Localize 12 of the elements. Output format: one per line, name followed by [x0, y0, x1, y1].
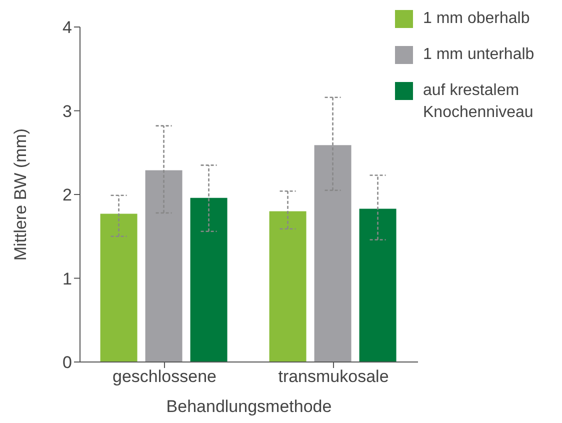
- legend-label: 1 mm oberhalb: [423, 9, 530, 29]
- y-tick-label: 1: [62, 269, 72, 288]
- x-axis-title: Behandlungsmethode: [166, 397, 332, 416]
- y-tick-label: 2: [62, 186, 72, 205]
- legend-label: auf krestalem Knochenniveau: [423, 81, 534, 123]
- x-tick-label: geschlossene: [112, 367, 216, 386]
- y-tick-label: 4: [62, 18, 72, 38]
- y-tick-label: 3: [62, 102, 72, 121]
- y-tick-label: 0: [62, 353, 72, 372]
- legend-label: 1 mm unterhalb: [423, 45, 534, 65]
- y-axis-title: Mittlere BW (mm): [11, 128, 30, 261]
- x-tick-label: transmukosale: [278, 367, 389, 386]
